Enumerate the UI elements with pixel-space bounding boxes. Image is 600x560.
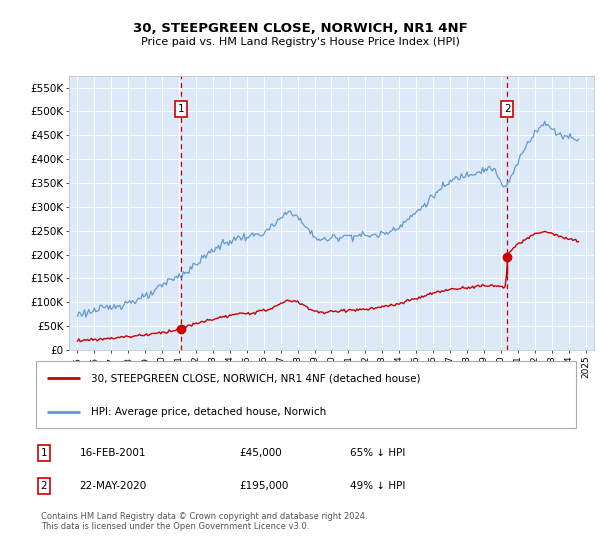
Text: 30, STEEPGREEN CLOSE, NORWICH, NR1 4NF: 30, STEEPGREEN CLOSE, NORWICH, NR1 4NF bbox=[133, 22, 467, 35]
Text: Price paid vs. HM Land Registry's House Price Index (HPI): Price paid vs. HM Land Registry's House … bbox=[140, 37, 460, 47]
Text: 2: 2 bbox=[504, 104, 511, 114]
Text: £195,000: £195,000 bbox=[240, 482, 289, 492]
Text: 49% ↓ HPI: 49% ↓ HPI bbox=[350, 482, 406, 492]
Text: 65% ↓ HPI: 65% ↓ HPI bbox=[350, 448, 406, 458]
Text: 30, STEEPGREEN CLOSE, NORWICH, NR1 4NF (detached house): 30, STEEPGREEN CLOSE, NORWICH, NR1 4NF (… bbox=[91, 373, 420, 383]
Text: Contains HM Land Registry data © Crown copyright and database right 2024.
This d: Contains HM Land Registry data © Crown c… bbox=[41, 512, 368, 531]
Text: HPI: Average price, detached house, Norwich: HPI: Average price, detached house, Norw… bbox=[91, 407, 326, 417]
FancyBboxPatch shape bbox=[35, 361, 577, 428]
Text: 1: 1 bbox=[40, 448, 47, 458]
Text: 1: 1 bbox=[178, 104, 184, 114]
Text: 22-MAY-2020: 22-MAY-2020 bbox=[80, 482, 147, 492]
Text: £45,000: £45,000 bbox=[240, 448, 283, 458]
Text: 2: 2 bbox=[40, 482, 47, 492]
Text: 16-FEB-2001: 16-FEB-2001 bbox=[80, 448, 146, 458]
